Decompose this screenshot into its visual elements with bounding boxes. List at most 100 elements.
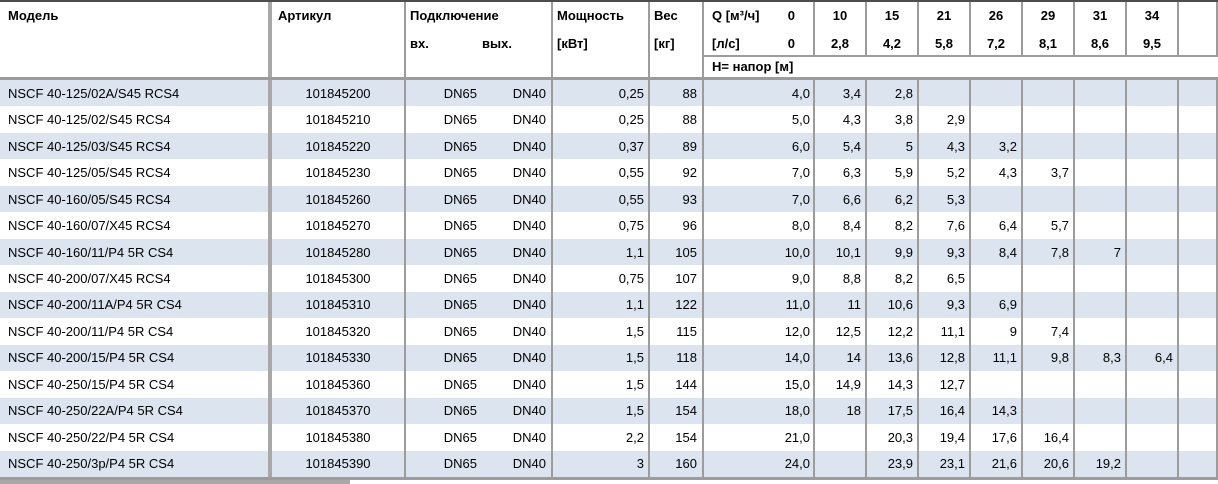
flow-m3h-value: 15 (884, 8, 900, 23)
head-value-cell: 7 (1075, 238, 1127, 266)
head-value-cell: 16,4 (919, 397, 971, 425)
inlet-cell: DN65 (443, 403, 477, 419)
head-value-cell (1023, 132, 1075, 160)
head-value-cell: 3,7 (1023, 159, 1075, 186)
head-value-cell (1075, 371, 1127, 398)
flow-col-header-empty (1179, 2, 1218, 55)
flow-col-header: 34 9,5 (1127, 2, 1179, 55)
flow-ls-value: 8,1 (1038, 36, 1058, 51)
head-value-cell: 17,6 (971, 424, 1023, 451)
table-body: NSCF 40-125/02A/S45 RCS4 101845200 DN65 DN4… (0, 80, 1218, 478)
head-value-cell (971, 80, 1023, 107)
model-cell: NSCF 40-250/3p/P4 5R CS4 (0, 450, 272, 478)
head-value-cell: 7,6 (919, 212, 971, 239)
article-cell: 101845260 (272, 185, 406, 213)
article-cell: 101845200 (272, 80, 406, 107)
head-value-cell (1127, 291, 1179, 319)
article-cell: 101845270 (272, 212, 406, 239)
head-value-cell: 6,2 (867, 185, 919, 213)
model-cell: NSCF 40-125/03/S45 RCS4 (0, 132, 272, 160)
model-cell: NSCF 40-200/11/P4 5R CS4 (0, 318, 272, 345)
table-row: NSCF 40-160/11/P4 5R CS4 101845280 DN65 DN4… (0, 238, 1218, 266)
inlet-cell: DN65 (443, 297, 477, 313)
head-value-cell (1179, 344, 1218, 372)
head-q0-cell: 15,0 (704, 371, 815, 398)
model-cell: NSCF 40-250/22/P4 5R CS4 (0, 424, 272, 451)
head-value-cell: 19,2 (1075, 450, 1127, 478)
table-row: NSCF 40-125/05/S45 RCS4 101845230 DN65 DN40… (0, 159, 1218, 186)
weight-cell: 92 (650, 159, 704, 186)
head-value-cell: 6,9 (971, 291, 1023, 319)
col-header-connection: Подключение вх. вых. (406, 2, 553, 77)
head-value-cell (1179, 450, 1218, 478)
flow-ls-value: 8,6 (1090, 36, 1110, 51)
head-value-cell: 21,6 (971, 450, 1023, 478)
head-value-cell (1023, 265, 1075, 292)
head-value-cell (1127, 265, 1179, 292)
model-cell: NSCF 40-160/05/S45 RCS4 (0, 185, 272, 213)
head-value-cell: 5,4 (815, 132, 867, 160)
table-row: NSCF 40-200/15/P4 5R CS4 101845330 DN65 DN4… (0, 344, 1218, 372)
table-row: NSCF 40-125/02/S45 RCS4 101845210 DN65 DN40… (0, 106, 1218, 133)
weight-cell: 122 (650, 291, 704, 319)
head-q0-cell: 14,0 (704, 344, 815, 372)
inlet-cell: DN65 (443, 323, 477, 339)
head-value-cell: 6,4 (1127, 344, 1179, 372)
head-value-cell (1075, 132, 1127, 160)
inlet-cell: DN65 (443, 271, 477, 287)
article-cell: 101845330 (272, 344, 406, 372)
col-header-weight: Вес [кг] (650, 2, 704, 77)
weight-cell: 89 (650, 132, 704, 160)
head-value-cell: 2,8 (867, 80, 919, 107)
head-value-cell: 14,3 (867, 371, 919, 398)
outlet-cell: DN40 (480, 450, 553, 478)
article-cell: 101845380 (272, 424, 406, 451)
head-value-cell: 5,3 (919, 185, 971, 213)
head-q0-cell: 18,0 (704, 397, 815, 425)
flow-m3h-value: 31 (1092, 8, 1108, 23)
model-cell: NSCF 40-160/07/X45 RCS4 (0, 212, 272, 239)
head-value-cell: 10,6 (867, 291, 919, 319)
flow-zero-header: Q [м³/ч] 0 [л/с] 0 (704, 2, 815, 55)
head-q0-cell: 6,0 (704, 132, 815, 160)
head-value-cell: 12,5 (815, 318, 867, 345)
outlet-cell: DN40 (480, 424, 553, 451)
head-value-cell: 9 (971, 318, 1023, 345)
inlet-cell: DN65 (443, 350, 477, 366)
outlet-cell: DN40 (480, 397, 553, 425)
head-value-cell (1179, 159, 1218, 186)
col-header-outlet-label: вых. (482, 36, 512, 51)
model-cell: NSCF 40-125/05/S45 RCS4 (0, 159, 272, 186)
head-value-cell: 17,5 (867, 397, 919, 425)
outlet-cell: DN40 (480, 371, 553, 398)
inlet-cell: DN65 (443, 218, 477, 234)
head-value-cell (1075, 265, 1127, 292)
outlet-cell: DN40 (480, 318, 553, 345)
flow-ls-value: 4,2 (882, 36, 902, 51)
power-cell: 0,25 (553, 106, 650, 133)
head-value-cell: 4,3 (815, 106, 867, 133)
head-value-cell: 6,6 (815, 185, 867, 213)
head-value-cell (815, 424, 867, 451)
head-value-cell: 12,2 (867, 318, 919, 345)
table-row: NSCF 40-125/03/S45 RCS4 101845220 DN65 DN40… (0, 132, 1218, 160)
head-value-cell: 12,8 (919, 344, 971, 372)
weight-cell: 154 (650, 397, 704, 425)
col-header-model-label: Модель (8, 8, 59, 23)
col-header-article-label: Артикул (278, 8, 332, 23)
col-header-power-unit: [кВт] (557, 36, 588, 51)
outlet-cell: DN40 (480, 265, 553, 292)
head-value-cell: 6,3 (815, 159, 867, 186)
power-cell: 1,5 (553, 318, 650, 345)
table-bottom-rule (0, 477, 1218, 480)
head-value-cell (1075, 424, 1127, 451)
outlet-cell: DN40 (480, 106, 553, 133)
head-value-cell (919, 80, 971, 107)
flow-m3h-value: 21 (936, 8, 952, 23)
table-header: Модель Артикул Подключение вх. вых. Мощно… (0, 2, 1218, 80)
head-value-cell (1075, 159, 1127, 186)
weight-cell: 105 (650, 238, 704, 266)
power-cell: 1,1 (553, 291, 650, 319)
weight-cell: 96 (650, 212, 704, 239)
power-cell: 0,75 (553, 212, 650, 239)
